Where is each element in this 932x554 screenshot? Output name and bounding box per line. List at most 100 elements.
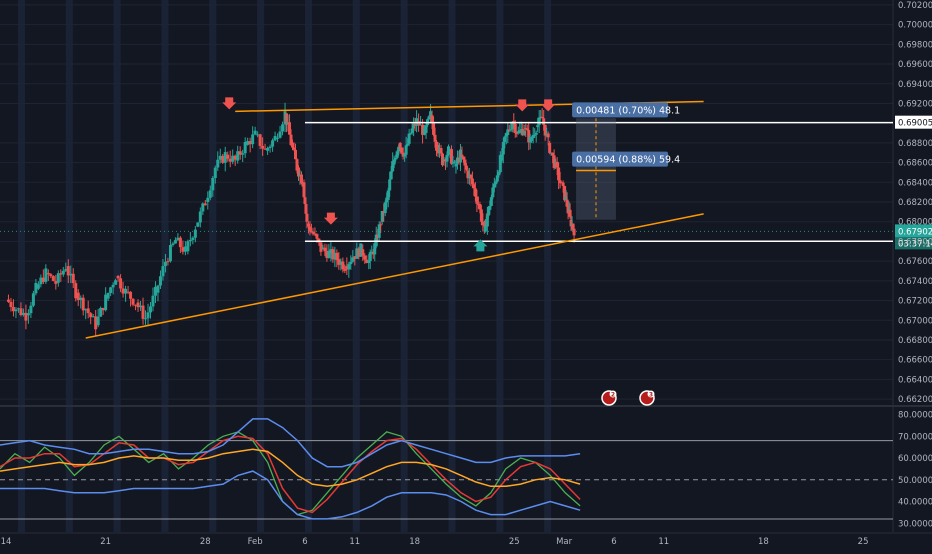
session-band xyxy=(257,0,265,532)
candle xyxy=(536,125,540,128)
candle xyxy=(106,292,110,299)
candle xyxy=(21,312,25,316)
candle xyxy=(302,182,306,198)
candle xyxy=(201,203,205,212)
candle xyxy=(81,297,85,311)
candle xyxy=(76,292,80,300)
candle xyxy=(454,163,458,167)
candle xyxy=(136,302,140,308)
candle xyxy=(51,276,55,281)
candle xyxy=(542,118,546,125)
candle xyxy=(74,283,78,299)
candle xyxy=(241,153,245,155)
candle xyxy=(16,308,20,310)
time-axis-label: 11 xyxy=(349,537,360,547)
session-band xyxy=(352,0,360,532)
candle xyxy=(109,287,113,293)
current-price-label: 0.67902 xyxy=(898,227,932,237)
candle xyxy=(449,149,453,164)
price-axis-label: 0.68800 xyxy=(898,139,932,149)
candle xyxy=(389,171,393,180)
candle xyxy=(392,159,396,165)
candle xyxy=(39,277,43,285)
candle xyxy=(183,246,187,252)
candle xyxy=(89,313,93,318)
candle xyxy=(546,133,550,138)
candle xyxy=(551,152,555,156)
candle xyxy=(564,196,568,201)
time-axis-label: 14 xyxy=(1,537,12,547)
candle xyxy=(497,172,501,176)
time-axis-label: 28 xyxy=(200,537,211,547)
candle xyxy=(211,177,215,191)
indicator-series-line xyxy=(0,448,581,488)
candle xyxy=(166,261,170,263)
candle xyxy=(409,133,413,135)
candle xyxy=(478,203,482,210)
candle xyxy=(552,155,556,168)
price-axis-label: 0.69800 xyxy=(898,40,932,50)
candle xyxy=(470,178,474,185)
candle xyxy=(161,266,165,277)
candle xyxy=(451,161,455,164)
session-band xyxy=(304,0,312,532)
candle xyxy=(361,249,365,256)
candle xyxy=(208,190,212,198)
candle xyxy=(325,251,329,258)
price-axis-label: 0.67400 xyxy=(898,277,932,287)
candle xyxy=(238,151,242,155)
candle xyxy=(116,275,120,279)
candle xyxy=(231,155,235,162)
candle xyxy=(479,209,483,222)
candle xyxy=(261,145,265,149)
candle xyxy=(96,316,100,326)
indicator-axis-label: 80.0000 xyxy=(898,411,932,421)
candle xyxy=(129,291,133,299)
candle xyxy=(171,243,175,245)
candle xyxy=(256,134,260,136)
candle xyxy=(61,270,65,275)
candle xyxy=(91,316,95,318)
candle xyxy=(500,154,504,161)
candle xyxy=(246,141,250,145)
candle xyxy=(46,272,50,275)
candle xyxy=(563,186,567,201)
session-band xyxy=(448,0,456,532)
grid-lines xyxy=(0,0,932,532)
candle xyxy=(9,301,13,308)
candles xyxy=(6,102,576,336)
candle xyxy=(84,309,88,311)
candle xyxy=(335,252,339,261)
candle xyxy=(345,266,349,270)
candle xyxy=(86,308,90,314)
buy-arrow-icon xyxy=(473,239,488,252)
candle xyxy=(331,249,335,260)
price-axis-label: 0.69200 xyxy=(898,99,932,109)
candle xyxy=(319,242,323,252)
session-band xyxy=(400,0,408,532)
sell-arrow-icon xyxy=(222,97,237,110)
candle xyxy=(278,131,282,138)
session-band xyxy=(113,0,121,532)
candle xyxy=(178,237,182,248)
time-axis-label: 18 xyxy=(758,537,769,547)
candle xyxy=(452,161,456,163)
candle xyxy=(506,129,510,135)
candle xyxy=(530,137,534,141)
candle xyxy=(491,187,495,198)
candle xyxy=(429,111,433,117)
level-price-tag xyxy=(895,115,932,129)
candle xyxy=(299,174,303,184)
candle xyxy=(568,209,572,217)
candle xyxy=(339,261,343,265)
candle xyxy=(475,196,479,204)
candle xyxy=(71,273,75,284)
candle xyxy=(407,133,411,144)
candle xyxy=(367,260,371,263)
price-axis-label: 0.70000 xyxy=(898,21,932,31)
candle xyxy=(101,307,105,311)
candle xyxy=(572,228,576,236)
